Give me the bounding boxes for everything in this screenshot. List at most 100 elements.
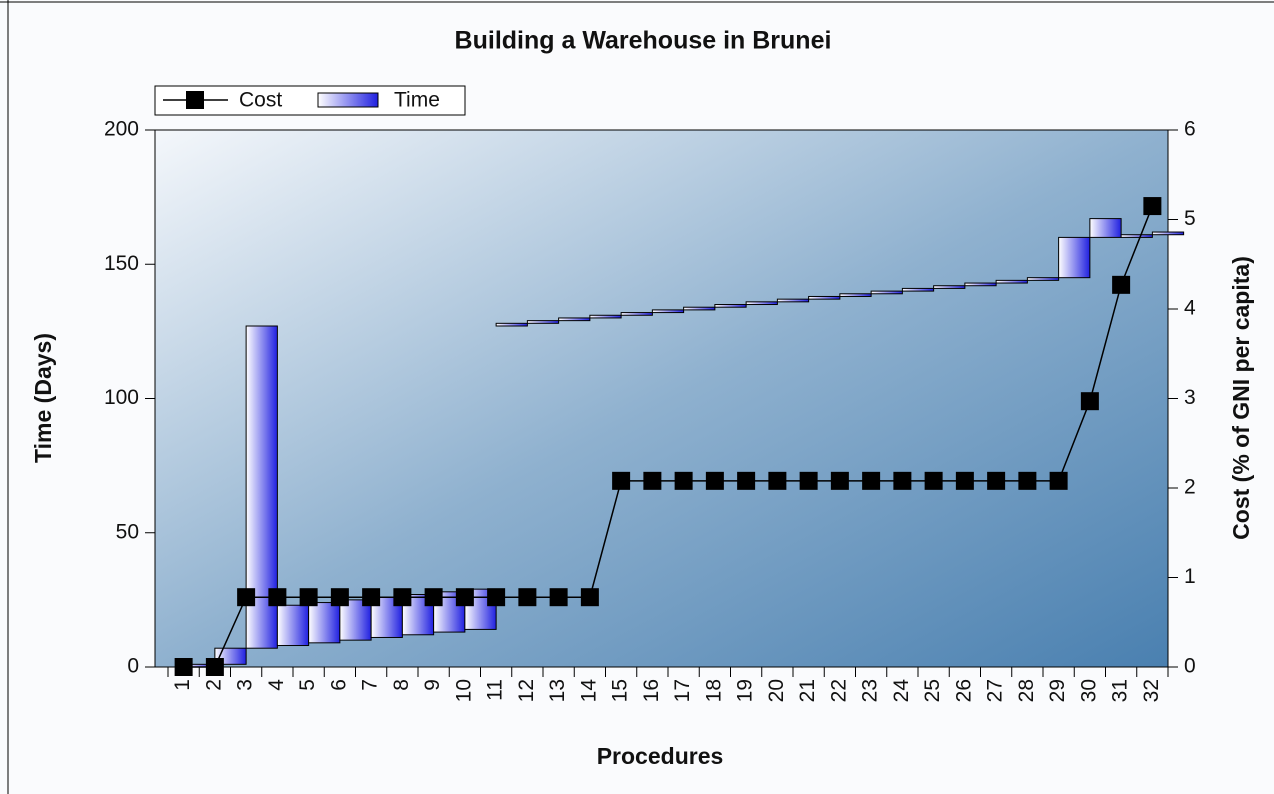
bar xyxy=(839,293,872,297)
x-tick-label: 10 xyxy=(452,679,475,702)
bar xyxy=(683,306,716,311)
bar xyxy=(651,309,685,314)
legend-label: Time xyxy=(394,89,440,112)
x-tick-label: 4 xyxy=(265,679,288,691)
y2-tick-label: 5 xyxy=(1184,207,1196,230)
x-tick-label: 11 xyxy=(484,679,507,701)
bar xyxy=(1089,218,1122,238)
x-tick-label: 22 xyxy=(827,679,850,702)
x-tick-label: 29 xyxy=(1046,679,1069,702)
marker xyxy=(549,588,568,607)
marker xyxy=(487,588,506,607)
bar xyxy=(558,317,591,322)
y2-tick-label: 4 xyxy=(1184,297,1196,320)
x-tick-label: 31 xyxy=(1109,679,1132,702)
x-tick-label: 13 xyxy=(546,679,569,702)
y-tick-label: 100 xyxy=(104,386,139,409)
y-axis-label: Time (Days) xyxy=(30,333,56,463)
y2-tick-label: 0 xyxy=(1184,655,1196,678)
y2-tick-label: 1 xyxy=(1184,565,1196,588)
y2-axis-label: Cost (% of GNI per capita) xyxy=(1228,256,1254,540)
x-tick-label: 17 xyxy=(671,679,694,702)
x-tick-label: 30 xyxy=(1077,679,1100,702)
marker xyxy=(580,588,599,607)
bar xyxy=(1058,236,1091,279)
bar xyxy=(1151,231,1185,236)
chart-title: Building a Warehouse in Brunei xyxy=(455,27,832,55)
marker xyxy=(737,471,756,490)
x-tick-label: 12 xyxy=(515,679,538,702)
x-tick-label: 16 xyxy=(640,679,663,702)
bar xyxy=(776,298,810,303)
marker xyxy=(1018,471,1037,490)
marker xyxy=(1080,392,1099,411)
marker xyxy=(768,471,787,490)
marker xyxy=(643,471,662,490)
x-tick-label: 5 xyxy=(296,679,319,691)
x-tick-label: 2 xyxy=(202,679,225,691)
marker xyxy=(299,588,318,607)
marker xyxy=(1112,275,1131,294)
y2-tick-label: 2 xyxy=(1184,476,1196,499)
legend-swatch xyxy=(317,92,379,108)
x-tick-label: 32 xyxy=(1140,679,1163,702)
x-tick-label: 19 xyxy=(734,679,757,702)
bar xyxy=(1026,277,1060,281)
marker xyxy=(893,471,912,490)
x-tick-label: 8 xyxy=(390,679,413,691)
bar xyxy=(995,279,1028,284)
y2-tick-label: 3 xyxy=(1184,386,1196,409)
y-tick-label: 200 xyxy=(104,118,139,141)
bar xyxy=(589,314,622,319)
bar xyxy=(933,285,966,289)
x-axis-label: Procedures xyxy=(597,743,724,769)
bar xyxy=(745,301,778,306)
x-tick-label: 1 xyxy=(171,679,194,691)
bar xyxy=(308,602,341,644)
marker xyxy=(1049,471,1068,490)
marker xyxy=(205,658,224,676)
marker xyxy=(705,471,724,490)
plot-area xyxy=(154,129,1169,668)
bar xyxy=(714,304,747,308)
x-tick-label: 27 xyxy=(984,679,1007,702)
marker xyxy=(955,471,974,490)
bar xyxy=(1120,234,1153,238)
x-tick-label: 7 xyxy=(359,679,382,691)
marker xyxy=(612,471,631,490)
x-tick-label: 24 xyxy=(890,679,913,703)
marker xyxy=(268,588,287,607)
x-tick-label: 9 xyxy=(421,679,444,691)
marker xyxy=(424,588,443,607)
marker xyxy=(1143,197,1162,216)
legend-marker xyxy=(186,91,204,109)
marker xyxy=(799,471,818,490)
y2-tick-label: 6 xyxy=(1184,118,1196,141)
bar xyxy=(276,604,310,647)
x-tick-label: 3 xyxy=(234,679,257,691)
x-tick-label: 18 xyxy=(702,679,725,702)
bar xyxy=(339,599,372,641)
marker xyxy=(393,588,412,607)
y-tick-label: 0 xyxy=(127,655,139,678)
x-tick-label: 14 xyxy=(577,679,600,703)
marker xyxy=(830,471,849,490)
bar xyxy=(526,320,560,324)
bar xyxy=(495,322,528,327)
marker xyxy=(987,471,1006,490)
bar xyxy=(901,287,935,292)
legend-label: Cost xyxy=(239,89,282,112)
x-tick-label: 28 xyxy=(1015,679,1038,702)
marker xyxy=(174,658,193,676)
x-tick-label: 26 xyxy=(952,679,975,702)
x-tick-label: 6 xyxy=(327,679,350,691)
x-tick-label: 15 xyxy=(609,679,632,702)
marker xyxy=(362,588,381,607)
x-tick-label: 21 xyxy=(796,679,819,702)
bar xyxy=(620,312,653,316)
y-tick-label: 150 xyxy=(104,252,139,275)
marker xyxy=(455,588,474,607)
x-tick-label: 25 xyxy=(921,679,944,702)
marker xyxy=(330,588,349,607)
